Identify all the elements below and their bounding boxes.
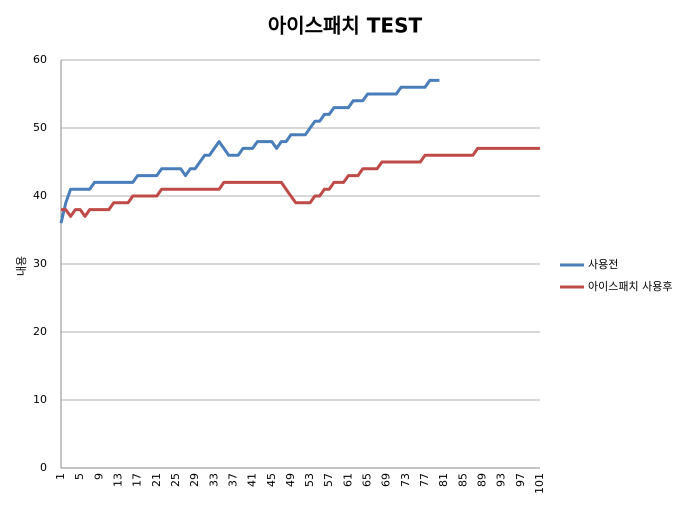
x-tick-label: 81	[437, 473, 450, 487]
x-tick-label: 29	[188, 473, 201, 487]
y-tick-label: 50	[33, 121, 47, 134]
x-tick-label: 97	[514, 473, 527, 487]
x-tick-label: 89	[476, 473, 489, 487]
y-tick-label: 30	[33, 257, 47, 270]
y-tick-label: 0	[40, 461, 47, 474]
x-tick-label: 65	[361, 473, 374, 487]
x-tick-label: 57	[322, 473, 335, 487]
y-tick-label: 10	[33, 393, 47, 406]
x-tick-label: 13	[111, 473, 124, 487]
x-tick-label: 73	[399, 473, 412, 487]
x-tick-label: 17	[131, 473, 144, 487]
x-tick-label: 1	[54, 473, 67, 480]
x-tick-label: 49	[284, 473, 297, 487]
x-tick-label: 21	[150, 473, 163, 487]
x-tick-label: 69	[380, 473, 393, 487]
x-tick-label: 9	[92, 473, 105, 480]
series-line	[59, 78, 440, 224]
legend-label: 사용전	[588, 258, 618, 271]
x-tick-label: 33	[207, 473, 220, 487]
x-tick-label: 93	[495, 473, 508, 487]
x-tick-label: 85	[456, 473, 469, 487]
x-tick-label: 77	[418, 473, 431, 487]
y-tick-label: 40	[33, 189, 47, 202]
y-axis-title: 내용	[15, 256, 28, 276]
x-tick-label: 101	[533, 473, 546, 494]
x-tick-label: 41	[246, 473, 259, 487]
y-tick-label: 60	[33, 53, 47, 66]
chart-title: 아이스패치 TEST	[268, 14, 423, 38]
x-tick-label: 53	[303, 473, 316, 487]
x-tick-label: 37	[226, 473, 239, 487]
x-tick-label: 25	[169, 473, 182, 487]
series-line	[61, 146, 540, 218]
x-tick-label: 61	[341, 473, 354, 487]
x-tick-label: 45	[265, 473, 278, 487]
legend-label: 아이스패치 사용후	[588, 280, 672, 293]
x-tick-label: 5	[73, 473, 86, 480]
y-tick-label: 20	[33, 325, 47, 338]
